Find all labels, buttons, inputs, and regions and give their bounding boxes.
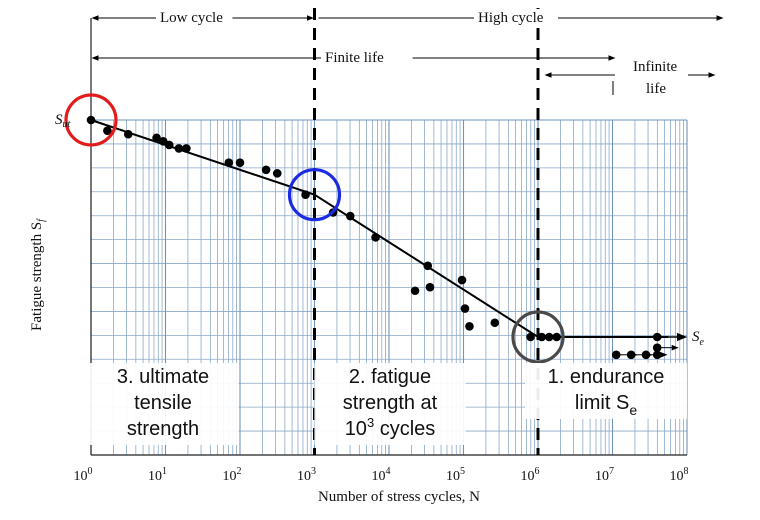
annotation-ann1-line2: tensile bbox=[134, 392, 192, 414]
data-point bbox=[457, 275, 467, 285]
x-tick-label-exp: 8 bbox=[684, 466, 689, 477]
runout-point bbox=[652, 332, 662, 342]
x-tick-label: 106 bbox=[521, 466, 540, 484]
annotation-bg bbox=[525, 363, 687, 419]
x-tick-label-exp: 4 bbox=[386, 466, 391, 477]
annotation-ann2-line1: 2. fatigue bbox=[349, 366, 431, 388]
data-point bbox=[301, 190, 310, 200]
curve-end-label-sub: e bbox=[700, 337, 705, 348]
data-point bbox=[526, 332, 535, 342]
x-tick-label: 100 bbox=[74, 466, 93, 484]
region-label-bg bbox=[321, 49, 413, 65]
data-point bbox=[103, 126, 112, 135]
data-point bbox=[537, 332, 547, 342]
x-tick-label-exp: 5 bbox=[460, 466, 465, 477]
data-point bbox=[410, 286, 420, 296]
data-point bbox=[224, 158, 234, 167]
x-tick-label: 104 bbox=[372, 466, 391, 484]
data-point bbox=[235, 158, 245, 167]
region-label-bg bbox=[474, 9, 558, 25]
annotation-ann3-line2: limit Se bbox=[575, 392, 637, 418]
data-point bbox=[174, 144, 184, 153]
runout-point bbox=[652, 343, 662, 352]
infinite-life-label-line1: Infinite bbox=[633, 59, 677, 75]
region-label: Low cycle bbox=[160, 10, 223, 26]
region-label: High cycle bbox=[478, 10, 544, 26]
annotation-ann1-line1: 3. ultimate bbox=[117, 366, 209, 388]
x-tick-label: 102 bbox=[223, 466, 242, 484]
y-axis-title: Fatigue strength Sf bbox=[29, 218, 47, 331]
y-axis-title-sub: f bbox=[36, 218, 47, 222]
data-point bbox=[611, 350, 621, 360]
data-point bbox=[490, 318, 500, 328]
annotation-bg bbox=[87, 363, 239, 445]
data-point bbox=[152, 133, 161, 143]
data-point bbox=[272, 169, 282, 178]
data-point bbox=[345, 211, 355, 221]
region-label-bg bbox=[156, 9, 233, 25]
x-tick-label: 103 bbox=[297, 466, 316, 484]
infinite-life-label-line2: life bbox=[646, 81, 666, 97]
annotation-ann2-line3: 103 cycles bbox=[345, 415, 436, 440]
data-points bbox=[86, 115, 679, 360]
x-tick-label-exp: 1 bbox=[162, 466, 167, 477]
data-point bbox=[261, 165, 271, 175]
data-point bbox=[371, 233, 380, 242]
data-point bbox=[123, 129, 133, 139]
vertical-markers bbox=[313, 8, 540, 455]
annotations: 3. ultimate tensile strength 2. fatigue stre… bbox=[87, 363, 687, 445]
x-tick-label: 105 bbox=[446, 466, 465, 484]
data-point bbox=[164, 140, 174, 150]
region-arrows: Low cycle High cycle Finite life Infinite li… bbox=[91, 9, 724, 97]
x-tick-label-exp: 3 bbox=[311, 466, 316, 477]
x-tick-label: 108 bbox=[670, 466, 689, 484]
x-tick-label-exp: 6 bbox=[535, 466, 540, 477]
x-tick-label-exp: 2 bbox=[237, 466, 242, 477]
data-point bbox=[544, 332, 554, 342]
highlight-circles: Sut bbox=[55, 93, 565, 364]
annotation-ann2-line2: strength at bbox=[343, 392, 438, 414]
data-point bbox=[460, 304, 470, 313]
data-point bbox=[465, 322, 474, 331]
region-label: Finite life bbox=[325, 50, 384, 66]
annotation-ann3-line1: 1. endurance bbox=[548, 366, 665, 388]
annotation-sub: e bbox=[629, 402, 637, 418]
annotation-bg bbox=[314, 363, 466, 445]
highlight-circle-ultimate-tensile-strength bbox=[64, 93, 118, 147]
data-point bbox=[425, 282, 435, 292]
x-tick-label-exp: 0 bbox=[88, 466, 93, 477]
data-point bbox=[86, 115, 96, 125]
highlight-circle-endurance-limit bbox=[511, 310, 565, 364]
x-axis-title: Number of stress cycles, N bbox=[318, 489, 480, 505]
x-tick-label: 107 bbox=[595, 466, 614, 484]
x-tick-label: 101 bbox=[148, 466, 167, 484]
data-point bbox=[552, 332, 561, 342]
x-tick-label-exp: 7 bbox=[609, 466, 614, 477]
annotation-suffix: cycles bbox=[374, 418, 435, 440]
highlight-circle-fatigue-strength-1e3 bbox=[287, 168, 342, 222]
data-point bbox=[182, 144, 191, 153]
annotation-ann1-line3: strength bbox=[127, 418, 199, 440]
curve-end-label: Se bbox=[692, 329, 705, 348]
data-point bbox=[423, 261, 433, 271]
annotation-sup: 3 bbox=[367, 415, 374, 430]
sut-label-sub: ut bbox=[63, 119, 71, 130]
